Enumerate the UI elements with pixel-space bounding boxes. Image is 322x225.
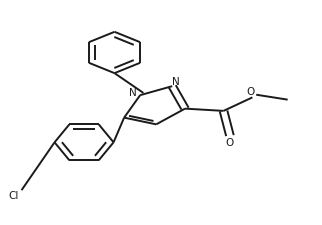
Text: Cl: Cl xyxy=(8,190,19,200)
Text: N: N xyxy=(129,88,137,98)
Text: N: N xyxy=(172,77,180,87)
Text: O: O xyxy=(226,137,234,147)
Text: O: O xyxy=(247,87,255,97)
